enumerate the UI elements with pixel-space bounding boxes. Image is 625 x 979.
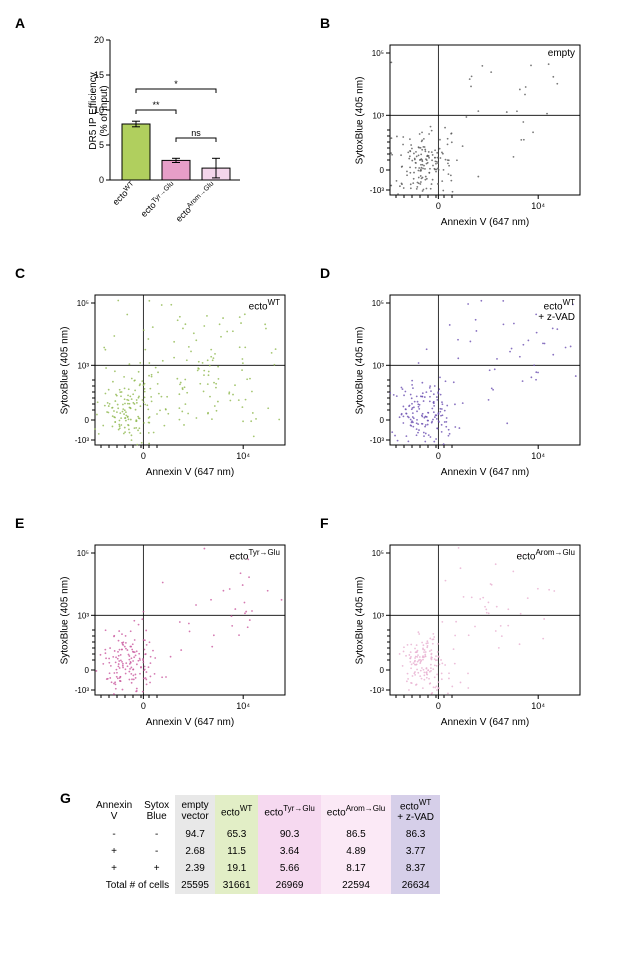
plot-title: empty <box>548 48 575 59</box>
svg-text:-10³: -10³ <box>370 686 384 695</box>
svg-text:0: 0 <box>436 451 441 461</box>
svg-text:10³: 10³ <box>372 361 384 370</box>
svg-text:0: 0 <box>99 175 104 185</box>
svg-text:10³: 10³ <box>372 611 384 620</box>
svg-text:10⁵: 10⁵ <box>372 49 384 58</box>
svg-text:10⁴: 10⁴ <box>236 701 250 711</box>
plot-title: ectoWT <box>249 298 280 312</box>
svg-text:10³: 10³ <box>77 611 89 620</box>
svg-text:ns: ns <box>191 128 201 138</box>
svg-text:0: 0 <box>85 416 90 425</box>
svg-text:-10³: -10³ <box>75 436 89 445</box>
svg-text:0: 0 <box>141 451 146 461</box>
scatter-panelC: 010⁴-10³010³10⁵Annexin V (647 nm)SytoxBl… <box>75 290 295 495</box>
svg-text:20: 20 <box>94 35 104 45</box>
panel-a-ylabel: DR5 IP Efficiency(% of input) <box>88 51 110 171</box>
svg-text:10⁴: 10⁴ <box>531 201 545 211</box>
svg-text:Annexin V (647 nm): Annexin V (647 nm) <box>146 467 234 478</box>
panel-c-label: C <box>15 265 25 281</box>
svg-text:ectoTyr→Glu: ectoTyr→Glu <box>138 180 177 219</box>
svg-text:0: 0 <box>436 201 441 211</box>
svg-text:10³: 10³ <box>77 361 89 370</box>
panel-g-label: G <box>60 790 71 806</box>
svg-text:ectoArom→Glu: ectoArom→Glu <box>173 180 217 224</box>
svg-text:10³: 10³ <box>372 111 384 120</box>
svg-text:-10³: -10³ <box>75 686 89 695</box>
panel-e-label: E <box>15 515 24 531</box>
svg-text:10⁴: 10⁴ <box>531 451 545 461</box>
scatter-panelB: 010⁴-10³010³10⁵Annexin V (647 nm)SytoxBl… <box>370 40 590 245</box>
plot-title: ectoTyr→Glu <box>230 548 280 562</box>
ylabel: SytoxBlue (405 nm) <box>355 566 366 676</box>
svg-text:Annexin V (647 nm): Annexin V (647 nm) <box>146 717 234 728</box>
svg-text:10⁴: 10⁴ <box>531 701 545 711</box>
svg-text:0: 0 <box>141 701 146 711</box>
svg-text:**: ** <box>152 100 160 110</box>
svg-text:0: 0 <box>85 666 90 675</box>
table-g: AnnexinVSytoxBlueemptyvectorectoWTectoTy… <box>90 795 440 894</box>
ylabel: SytoxBlue (405 nm) <box>60 316 71 426</box>
svg-text:-10³: -10³ <box>370 436 384 445</box>
scatter-panelD: 010⁴-10³010³10⁵Annexin V (647 nm)SytoxBl… <box>370 290 590 495</box>
ylabel: SytoxBlue (405 nm) <box>355 66 366 176</box>
panel-d-label: D <box>320 265 330 281</box>
svg-text:ectoWT: ectoWT <box>110 179 138 207</box>
svg-text:10⁵: 10⁵ <box>77 549 89 558</box>
svg-text:10⁵: 10⁵ <box>77 299 89 308</box>
panel-a-label: A <box>15 15 25 31</box>
svg-text:0: 0 <box>380 166 385 175</box>
svg-text:10⁵: 10⁵ <box>372 549 384 558</box>
scatter-panelE: 010⁴-10³010³10⁵Annexin V (647 nm)SytoxBl… <box>75 540 295 745</box>
svg-text:10⁴: 10⁴ <box>236 451 250 461</box>
panel-f-label: F <box>320 515 329 531</box>
svg-text:0: 0 <box>436 701 441 711</box>
svg-text:Annexin V (647 nm): Annexin V (647 nm) <box>441 217 529 228</box>
svg-text:0: 0 <box>380 416 385 425</box>
ylabel: SytoxBlue (405 nm) <box>355 316 366 426</box>
scatter-panelF: 010⁴-10³010³10⁵Annexin V (647 nm)SytoxBl… <box>370 540 590 745</box>
plot-title: ectoWT+ z-VAD <box>538 298 575 323</box>
svg-text:Annexin V (647 nm): Annexin V (647 nm) <box>441 717 529 728</box>
panel-b-label: B <box>320 15 330 31</box>
svg-text:*: * <box>174 79 178 89</box>
svg-text:-10³: -10³ <box>370 186 384 195</box>
ylabel: SytoxBlue (405 nm) <box>60 566 71 676</box>
plot-title: ectoArom→Glu <box>517 548 575 562</box>
svg-text:0: 0 <box>380 666 385 675</box>
figure: { "panelA":{ "letter":"A", "type":"bar",… <box>0 0 625 979</box>
svg-text:10⁵: 10⁵ <box>372 299 384 308</box>
svg-text:Annexin V (647 nm): Annexin V (647 nm) <box>441 467 529 478</box>
